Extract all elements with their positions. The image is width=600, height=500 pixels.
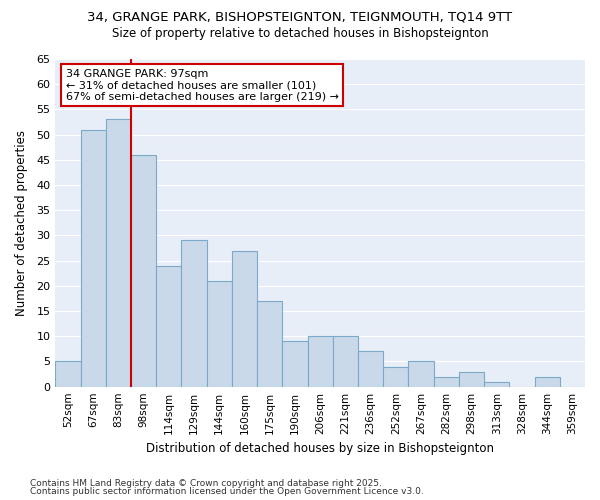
Bar (383, 366, 409, 386)
Bar (333, 336, 358, 386)
Bar (55, 362, 80, 386)
Text: Contains public sector information licensed under the Open Government Licence v3: Contains public sector information licen… (30, 487, 424, 496)
Bar (409, 362, 434, 386)
Bar (535, 376, 560, 386)
Text: Size of property relative to detached houses in Bishopsteignton: Size of property relative to detached ho… (112, 28, 488, 40)
Bar (106, 120, 131, 386)
Bar (156, 266, 181, 386)
Bar (484, 382, 509, 386)
Bar (283, 342, 308, 386)
Bar (459, 372, 484, 386)
Bar (257, 301, 283, 386)
Text: Contains HM Land Registry data © Crown copyright and database right 2025.: Contains HM Land Registry data © Crown c… (30, 478, 382, 488)
Bar (131, 155, 156, 386)
Text: 34, GRANGE PARK, BISHOPSTEIGNTON, TEIGNMOUTH, TQ14 9TT: 34, GRANGE PARK, BISHOPSTEIGNTON, TEIGNM… (88, 10, 512, 23)
Y-axis label: Number of detached properties: Number of detached properties (15, 130, 28, 316)
Bar (80, 130, 106, 386)
Bar (434, 376, 459, 386)
Bar (232, 250, 257, 386)
X-axis label: Distribution of detached houses by size in Bishopsteignton: Distribution of detached houses by size … (146, 442, 494, 455)
Bar (358, 352, 383, 386)
Bar (181, 240, 206, 386)
Bar (206, 281, 232, 386)
Bar (308, 336, 333, 386)
Text: 34 GRANGE PARK: 97sqm
← 31% of detached houses are smaller (101)
67% of semi-det: 34 GRANGE PARK: 97sqm ← 31% of detached … (66, 69, 339, 102)
